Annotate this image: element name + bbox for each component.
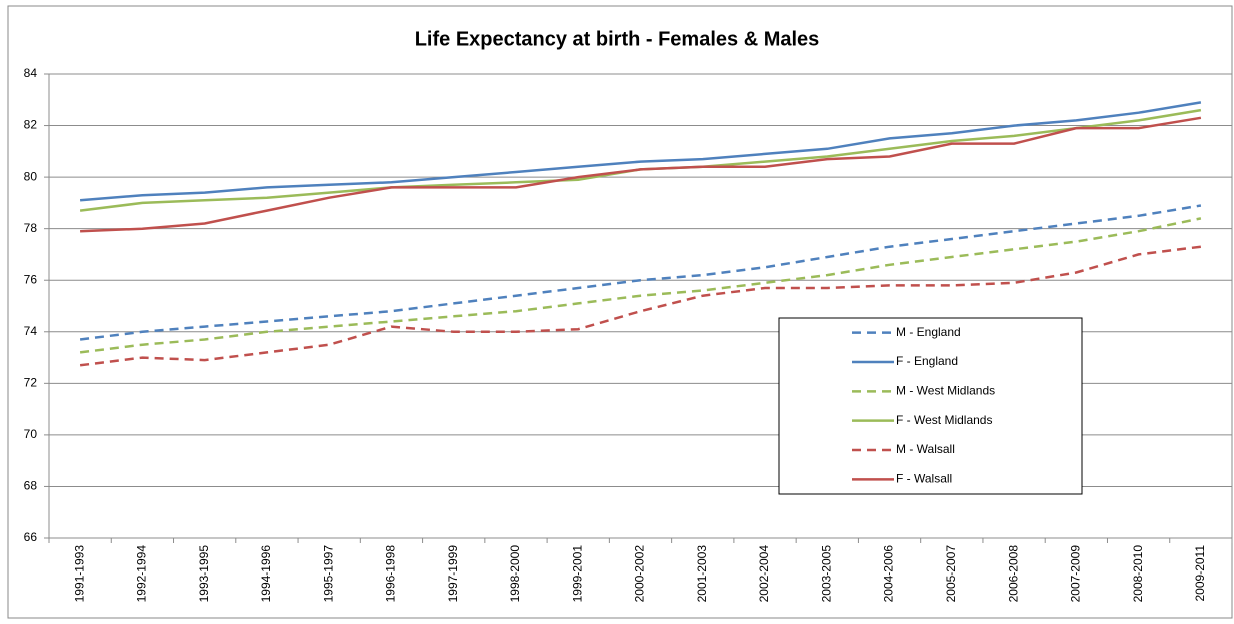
legend-label: F - England bbox=[896, 354, 958, 368]
series-line bbox=[79, 101, 1202, 202]
x-tick-label: 2004-2006 bbox=[882, 545, 896, 603]
series-line bbox=[80, 116, 1202, 233]
y-tick-label: 66 bbox=[24, 530, 38, 544]
x-tick-label: 1994-1996 bbox=[259, 545, 273, 603]
x-tick-label: 2003-2005 bbox=[819, 545, 833, 603]
legend-label: F - West Midlands bbox=[896, 413, 992, 427]
series-line bbox=[79, 204, 1202, 341]
x-tick-label: 2005-2007 bbox=[944, 545, 958, 603]
x-tick-label: 1996-1998 bbox=[384, 545, 398, 603]
y-tick-label: 70 bbox=[24, 427, 38, 441]
x-tick-label: 2006-2008 bbox=[1006, 545, 1020, 603]
y-tick-label: 72 bbox=[24, 376, 38, 390]
x-tick-label: 1999-2001 bbox=[570, 545, 584, 603]
y-tick-label: 82 bbox=[24, 118, 38, 132]
legend-label: F - Walsall bbox=[896, 472, 952, 486]
x-tick-label: 1993-1995 bbox=[197, 545, 211, 603]
x-tick-label: 2001-2003 bbox=[695, 545, 709, 603]
y-tick-label: 78 bbox=[24, 221, 38, 235]
y-tick-label: 84 bbox=[24, 66, 38, 80]
x-tick-label: 1992-1994 bbox=[135, 545, 149, 603]
y-tick-label: 76 bbox=[24, 272, 38, 286]
y-tick-label: 74 bbox=[24, 324, 38, 338]
y-tick-label: 68 bbox=[24, 479, 38, 493]
x-tick-label: 2008-2010 bbox=[1131, 545, 1145, 603]
y-tick-label: 80 bbox=[24, 169, 38, 183]
legend-box bbox=[778, 317, 1083, 495]
x-tick-label: 1997-1999 bbox=[446, 545, 460, 603]
legend-label: M - England bbox=[896, 325, 961, 339]
x-tick-label: 2002-2004 bbox=[757, 545, 771, 603]
x-tick-label: 1991-1993 bbox=[72, 545, 86, 603]
x-tick-label: 1998-2000 bbox=[508, 545, 522, 603]
chart-border bbox=[7, 5, 1233, 619]
series-line bbox=[79, 217, 1202, 354]
x-tick-label: 2007-2009 bbox=[1069, 545, 1083, 603]
x-tick-label: 2000-2002 bbox=[633, 545, 647, 603]
x-tick-label: 1995-1997 bbox=[321, 545, 335, 603]
chart-title: Life Expectancy at birth - Females & Mal… bbox=[415, 28, 820, 50]
series-line bbox=[79, 245, 1202, 367]
legend-label: M - West Midlands bbox=[896, 384, 995, 398]
x-tick-label: 2009-2011 bbox=[1193, 545, 1207, 602]
legend-label: M - Walsall bbox=[896, 442, 955, 456]
